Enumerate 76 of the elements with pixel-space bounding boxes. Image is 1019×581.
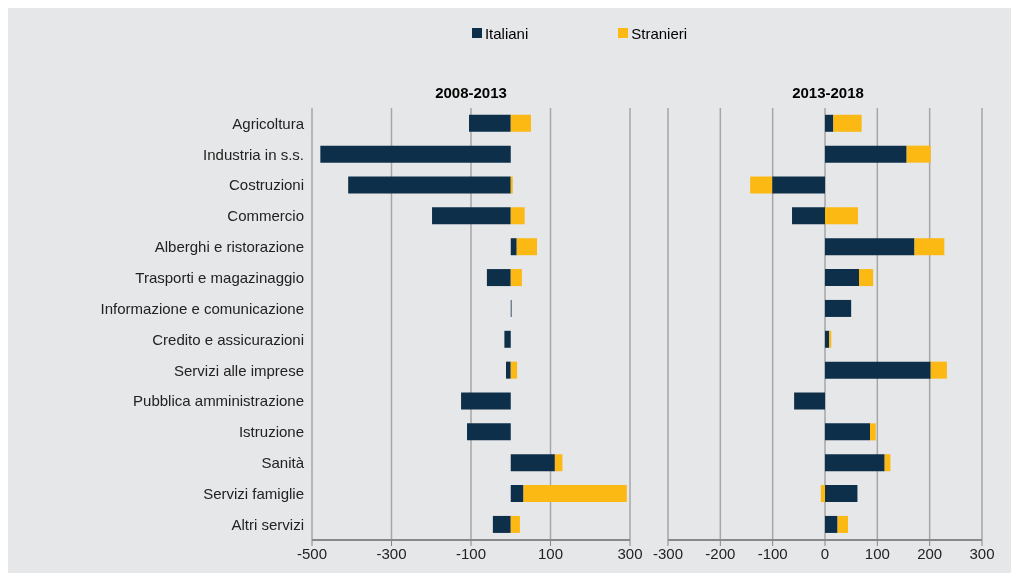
chart-title: 2013-2018 [791, 84, 865, 103]
x-tick-label: 100 [864, 544, 890, 562]
bar [510, 454, 555, 472]
bar [510, 238, 517, 256]
bar [792, 207, 825, 225]
bar [516, 238, 537, 256]
bar [825, 330, 830, 348]
bar [510, 515, 520, 533]
x-tick-label: 300 [969, 544, 995, 562]
bar [467, 423, 511, 441]
bar [825, 299, 852, 317]
y-tick-label: Informazione e comunicazione [100, 299, 304, 317]
x-tick-label: 200 [917, 544, 943, 562]
bar [469, 114, 511, 132]
bar [859, 269, 874, 287]
bar [825, 515, 838, 533]
y-tick-label: Sanità [261, 454, 305, 472]
bar [825, 423, 871, 441]
bar [825, 207, 858, 225]
bar [510, 485, 524, 503]
x-tick-label: 300 [617, 544, 643, 562]
bar [837, 515, 849, 533]
y-tick-label: Agricoltura [232, 114, 305, 132]
x-tick-label: -500 [296, 544, 328, 562]
bar [825, 269, 860, 287]
x-tick-label: -200 [705, 544, 736, 562]
x-tick-label: 0 [820, 544, 830, 562]
y-tick-label: Servizi famiglie [203, 485, 304, 503]
bar [432, 207, 511, 225]
bar [930, 361, 947, 379]
x-tick-label: -300 [376, 544, 407, 562]
bar [870, 423, 876, 441]
y-tick-label: Servizi alle imprese [173, 361, 304, 379]
bar [825, 454, 885, 472]
bar [794, 392, 825, 410]
bar [906, 145, 931, 163]
bar [772, 176, 825, 194]
y-tick-label: Industria in s.s. [203, 145, 304, 163]
bar [825, 145, 907, 163]
bar [750, 176, 773, 194]
y-tick-label: Altri servizi [231, 515, 304, 533]
bar [825, 361, 931, 379]
y-tick-label: Commercio [227, 207, 304, 225]
bar [825, 238, 915, 256]
bar [505, 361, 511, 379]
y-tick-label: Credito e assicurazioni [152, 330, 304, 348]
bar [504, 330, 511, 348]
legend-label: Stranieri [631, 24, 688, 42]
bar [492, 515, 511, 533]
bar [510, 361, 518, 379]
bar [348, 176, 511, 194]
y-tick-label: Trasporti e magazinaggio [135, 269, 304, 287]
bar [320, 145, 511, 163]
chart-title: 2008-2013 [434, 84, 508, 103]
bar [554, 454, 563, 472]
x-tick-label: -100 [757, 544, 788, 562]
bar [820, 485, 825, 503]
bar [825, 485, 858, 503]
y-tick-label: Istruzione [238, 423, 304, 441]
x-tick-label: -300 [652, 544, 684, 562]
y-tick-label: Pubblica amministrazione [133, 392, 304, 410]
legend-label: Italiani [484, 24, 529, 42]
bar [914, 238, 945, 256]
x-tick-label: -100 [455, 544, 487, 562]
bar [829, 330, 832, 348]
x-tick-label: 100 [537, 544, 564, 562]
bar [486, 269, 511, 287]
y-tick-label: Costruzioni [228, 176, 304, 194]
bar [461, 392, 511, 410]
bar [833, 114, 862, 132]
bar [510, 269, 522, 287]
bar [523, 485, 627, 503]
bar [510, 114, 532, 132]
bar [825, 114, 834, 132]
y-tick-label: Alberghi e ristorazione [154, 238, 304, 256]
bar [510, 207, 525, 225]
